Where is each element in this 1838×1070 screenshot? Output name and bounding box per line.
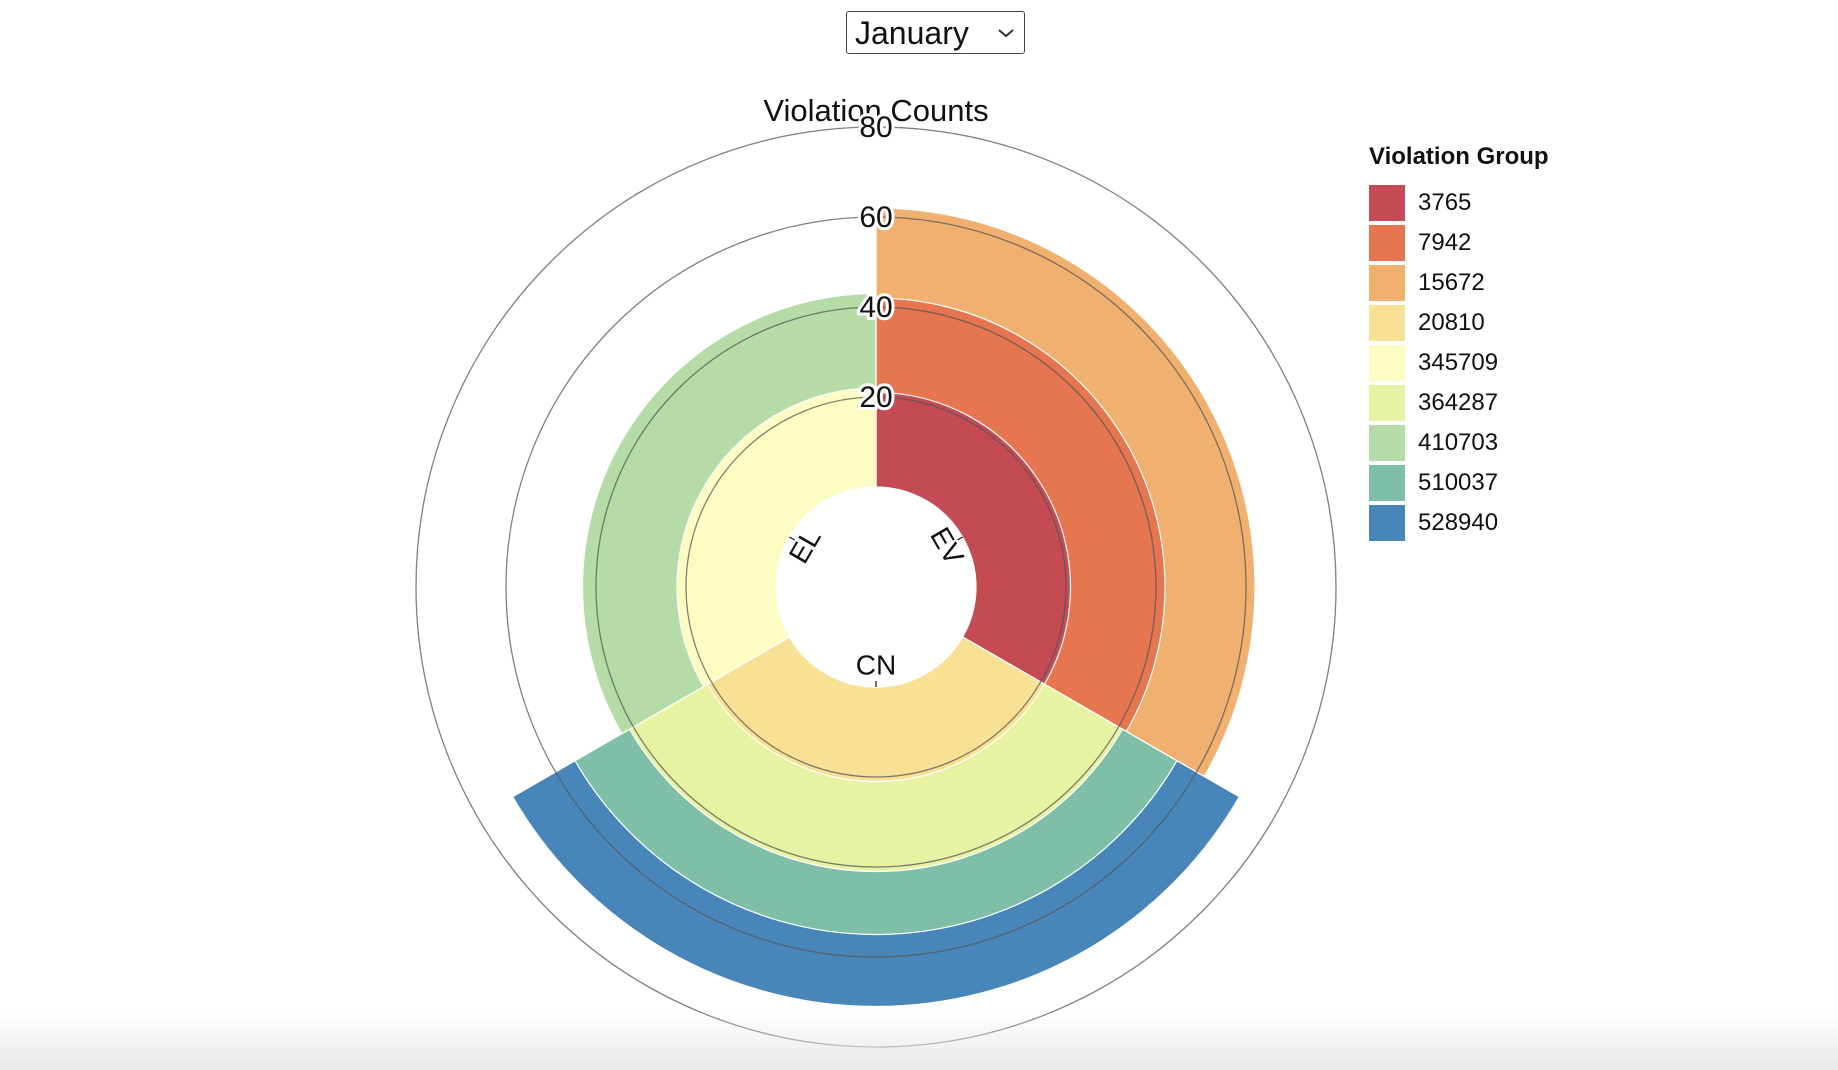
grid-circle-20 <box>685 396 1067 778</box>
category-tick-ev <box>957 536 963 541</box>
legend-item: 15672 <box>1369 263 1549 303</box>
legend-swatch <box>1369 185 1405 221</box>
legend-swatch <box>1369 425 1405 461</box>
legend-swatch <box>1369 345 1405 381</box>
legend-swatch <box>1369 505 1405 541</box>
legend-label: 510037 <box>1418 469 1499 496</box>
tick-label-20: 20 <box>859 381 892 414</box>
chevron-down-icon <box>988 13 1024 53</box>
bar-cn-20810 <box>706 636 1046 783</box>
category-tick-el <box>789 536 795 541</box>
month-select[interactable]: January <box>846 11 1025 54</box>
legend-label: 528940 <box>1418 509 1499 536</box>
month-select-value: January <box>855 14 969 51</box>
legend-swatch <box>1369 385 1405 421</box>
legend-label: 345709 <box>1418 349 1499 376</box>
bars-layer <box>511 207 1256 1008</box>
legend-label: 20810 <box>1418 309 1485 336</box>
legend-label: 364287 <box>1418 389 1499 416</box>
tick-label-40: 40 <box>859 291 892 324</box>
chart-title: Violation Counts <box>763 93 989 128</box>
legend-item: 410703 <box>1369 423 1549 463</box>
legend-item: 528940 <box>1369 503 1549 543</box>
grid-circle-60 <box>505 216 1247 958</box>
legend-item: 3765 <box>1369 183 1549 223</box>
category-label-cn: CN <box>856 649 896 680</box>
legend-item: 364287 <box>1369 383 1549 423</box>
legend-swatch <box>1369 465 1405 501</box>
bar-el-345709 <box>676 387 877 688</box>
legend-label: 3765 <box>1418 189 1472 216</box>
legend-swatch <box>1369 225 1405 261</box>
legend-item: 20810 <box>1369 303 1549 343</box>
legend-swatch <box>1369 305 1405 341</box>
legend-items: 3765 7942 15672 20810 345709 364287 410703 5100… <box>1369 183 1549 543</box>
grid-circle-40 <box>595 306 1157 868</box>
legend-label: 410703 <box>1418 429 1499 456</box>
legend-item: 345709 <box>1369 343 1549 383</box>
legend-swatch <box>1369 265 1405 301</box>
bottom-shade <box>0 1012 1838 1070</box>
legend: Violation Group 3765 7942 15672 20810 345709… <box>1369 143 1549 543</box>
tick-label-80: 80 <box>859 111 892 144</box>
legend-item: 510037 <box>1369 463 1549 503</box>
legend-label: 15672 <box>1418 269 1485 296</box>
legend-title: Violation Group <box>1369 143 1549 170</box>
tick-label-60: 60 <box>859 201 892 234</box>
legend-label: 7942 <box>1418 229 1472 256</box>
legend-item: 7942 <box>1369 223 1549 263</box>
